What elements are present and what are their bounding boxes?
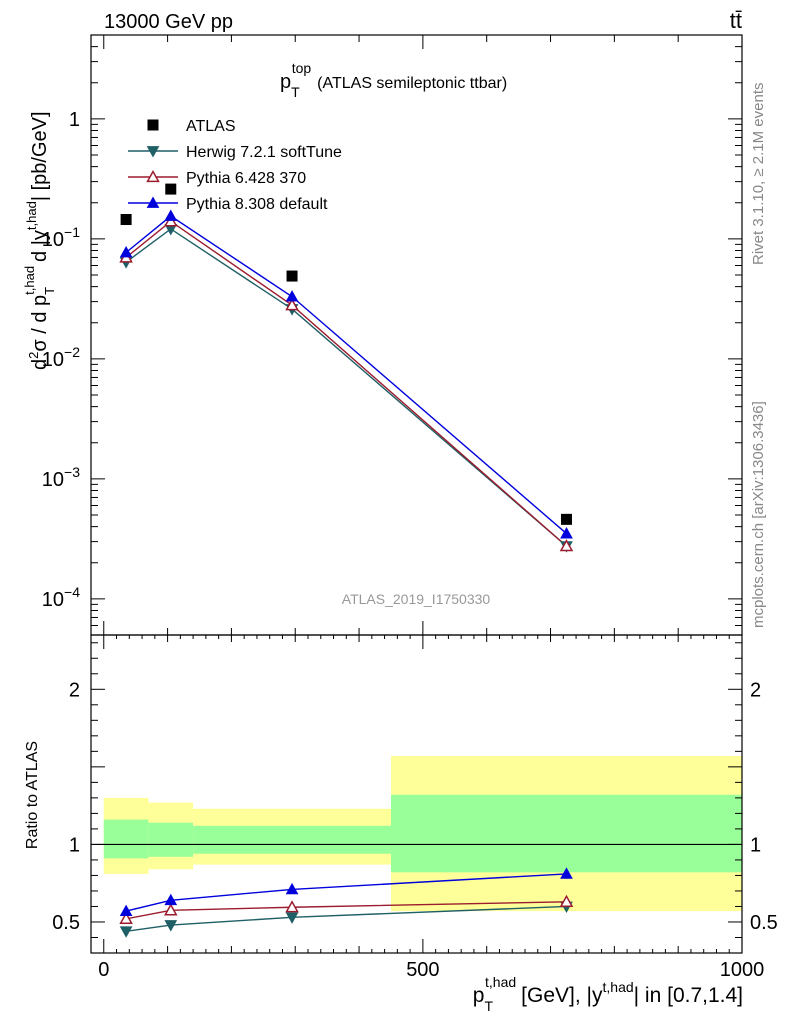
plot-title-sub: T — [291, 84, 300, 100]
ratio-point-pythia6 — [285, 900, 299, 913]
main-y-tick-label: 10−3 — [42, 464, 80, 491]
data-point-atlas — [165, 183, 177, 195]
ratio-point-herwig — [119, 926, 133, 938]
x-label-mid: [GeV], |y — [521, 984, 603, 1007]
ratio-point-herwig — [285, 912, 299, 924]
process-label: tt̄ — [730, 8, 742, 33]
main-y-tick-exponent: −3 — [64, 464, 80, 480]
ratio-x-tick-label: 1000 — [720, 959, 765, 981]
data-point-pythia8 — [560, 527, 573, 539]
x-label-sup: t,had — [485, 974, 516, 990]
x-label-sub: T — [484, 998, 493, 1014]
legend-label: Pythia 6.428 370 — [186, 170, 306, 187]
x-label-rest: | in [0.7,1.4] — [634, 984, 743, 1007]
main-plot-layer — [119, 183, 574, 553]
ratio-point-pythia6 — [119, 911, 133, 925]
series-line-pythia8 — [125, 215, 567, 535]
plot-title-rest: (ATLAS semileptonic ttbar) — [317, 75, 507, 92]
ratio-line-pythia6 — [125, 901, 567, 920]
ratio-y-tick-label: 0.5 — [52, 912, 80, 934]
data-point-pythia8 — [285, 290, 299, 302]
ratio-point-pythia6 — [164, 903, 178, 916]
main-y-tick-exponent: −2 — [64, 344, 80, 360]
mcplots-label: mcplots.cern.ch [arXiv:1306.3436] — [750, 401, 767, 628]
main-y-ticks: 110−110−210−310−4 — [42, 34, 743, 636]
uncertainty-band-inner — [193, 825, 391, 854]
ratio-y-tick-label-right: 0.5 — [750, 912, 778, 934]
ratio-panel: 0.5 0.5 1 1 2 2 0 500 1000 Ratio to ATLAS pTt,ha… — [24, 634, 778, 1014]
ratio-point-pythia8 — [119, 904, 133, 917]
main-y-tick-label: 10−1 — [42, 224, 80, 251]
main-panel: 110−110−210−310−4 pTtop(ATLAS semilepton… — [22, 34, 743, 636]
main-y-tick-exponent: −4 — [64, 584, 80, 600]
data-point-pythia6 — [559, 539, 574, 552]
legend: ATLAS Herwig 7.2.1 softTune Pythia 6.428 3… — [128, 118, 342, 213]
uncertainty-band-inner — [148, 822, 194, 857]
main-y-tick-exponent: −1 — [64, 224, 80, 240]
main-y-tick-mantissa: 10 — [42, 469, 64, 491]
ratio-x-tick-label: 500 — [406, 959, 439, 981]
energy-label: 13000 GeV pp — [104, 11, 233, 33]
ratio-x-tick-label: 0 — [98, 959, 109, 981]
rivet-version-label: Rivet 3.1.10, ≥ 2.1M events — [750, 83, 767, 266]
series-line-pythia6 — [125, 220, 567, 547]
series-line-herwig — [125, 228, 567, 547]
data-point-pythia8 — [119, 245, 133, 258]
ratio-y-tick-label: 2 — [69, 679, 80, 701]
data-point-atlas — [560, 513, 572, 525]
analysis-id: ATLAS_2019_I1750330 — [342, 591, 491, 607]
main-y-tick-label: 1 — [69, 109, 80, 131]
plot-title-main: p — [280, 71, 291, 93]
ratio-y-axis-label: Ratio to ATLAS — [24, 741, 41, 849]
data-point-pythia6 — [285, 298, 299, 311]
data-point-atlas — [286, 270, 298, 282]
x-label-sup2: t,had — [603, 979, 634, 995]
legend-label: Pythia 8.308 default — [186, 196, 328, 213]
legend-marker — [147, 119, 159, 131]
main-y-tick-mantissa: 10 — [42, 229, 64, 251]
ratio-y-tick-label-right: 2 — [750, 679, 761, 701]
ratio-plot-layer — [91, 755, 742, 938]
ratio-ticks: 0.5 0.5 1 1 2 2 0 500 1000 — [52, 635, 778, 981]
legend-label: ATLAS — [186, 118, 236, 135]
plot-title: pTtop (ATLAS semileptonic ttbar) — [280, 60, 507, 100]
ratio-point-pythia8 — [164, 893, 178, 906]
main-y-tick-label: 10−4 — [42, 584, 80, 611]
main-y-tick-mantissa: 10 — [42, 349, 64, 371]
main-y-tick-mantissa: 10 — [42, 589, 64, 611]
main-y-tick-mantissa: 1 — [69, 109, 80, 131]
legend-marker — [146, 146, 160, 158]
legend-label: Herwig 7.2.1 softTune — [186, 144, 342, 161]
plot-title-sup: top — [292, 60, 312, 76]
x-label-main: p — [473, 984, 485, 1007]
data-point-atlas — [120, 214, 132, 226]
main-y-tick-label: 10−2 — [42, 344, 80, 371]
data-point-pythia8 — [164, 209, 178, 221]
ratio-point-herwig — [164, 920, 178, 932]
ratio-y-tick-label-right: 1 — [750, 834, 761, 856]
legend-marker — [146, 169, 160, 183]
ratio-y-tick-label: 1 — [69, 834, 80, 856]
ratio-frame — [90, 634, 743, 954]
main-y-axis-label: d2σ / d pTt,hadd |yt,had| [pb/GeV] — [22, 111, 57, 370]
uncertainty-band-inner — [103, 819, 149, 859]
ratio-point-pythia8 — [285, 882, 299, 895]
uncertainty-band-inner — [390, 794, 742, 873]
legend-marker — [146, 196, 160, 208]
ratio-point-pythia8 — [560, 867, 573, 879]
x-axis-label: pTt,had[GeV], |yt,had| in [0.7,1.4] — [473, 974, 743, 1014]
ratio-line-herwig — [126, 905, 567, 932]
ratio-point-pythia6 — [559, 894, 574, 907]
ratio-line-pythia8 — [125, 873, 567, 912]
